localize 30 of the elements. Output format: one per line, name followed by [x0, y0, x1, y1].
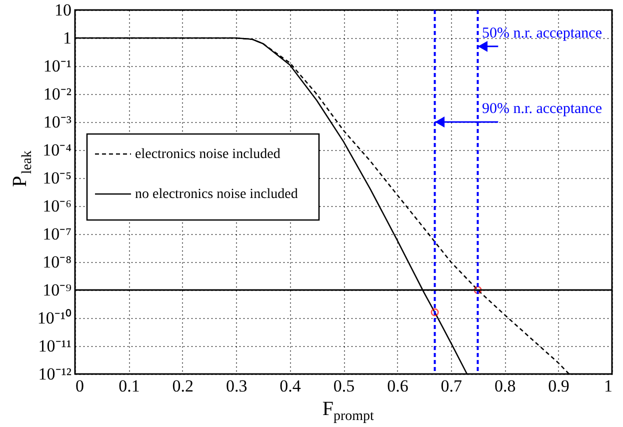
x-tick-label: 0.6	[387, 376, 408, 396]
y-tick-label: 10⁻⁶	[42, 196, 72, 216]
legend-label: electronics noise included	[135, 147, 280, 162]
y-tick-label: 10⁻⁸	[42, 252, 72, 272]
x-tick-label: 0.4	[280, 376, 302, 396]
annotation: 50% n.r. acceptance	[482, 25, 602, 42]
y-axis-title: Pleak	[9, 150, 35, 187]
y-tick-label: 10⁻¹	[43, 56, 72, 76]
x-tick-label: 0.5	[333, 376, 355, 396]
x-tick-label: 0.9	[548, 376, 570, 396]
y-tick-label: 10⁻⁴	[42, 140, 72, 160]
x-tick-label: 0.3	[226, 376, 248, 396]
x-tick-label: 1	[604, 376, 612, 396]
y-tick-label: 10⁻⁵	[42, 168, 72, 188]
y-tick-label: 10⁻²	[43, 84, 72, 104]
x-tick-label: 0.2	[172, 376, 194, 396]
y-tick-label: 10⁻¹⁰	[37, 308, 72, 328]
x-tick-label: 0	[76, 376, 84, 396]
y-tick-label: 1	[63, 28, 72, 48]
x-tick-label: 0.8	[494, 376, 516, 396]
y-tick-label: 10	[54, 0, 72, 20]
y-tick-label: 10⁻¹¹	[38, 336, 72, 356]
y-tick-label: 10⁻⁹	[42, 280, 72, 300]
x-tick-label: 0.7	[440, 376, 463, 396]
y-tick-label: 10⁻⁷	[42, 224, 72, 244]
annotation: 90% n.r. acceptance	[482, 101, 602, 117]
legend-label: no electronics noise included	[135, 187, 298, 202]
y-tick-label: 10⁻¹²	[38, 364, 72, 384]
y-tick-label: 10⁻³	[43, 112, 72, 132]
x-tick-label: 0.1	[118, 376, 140, 396]
